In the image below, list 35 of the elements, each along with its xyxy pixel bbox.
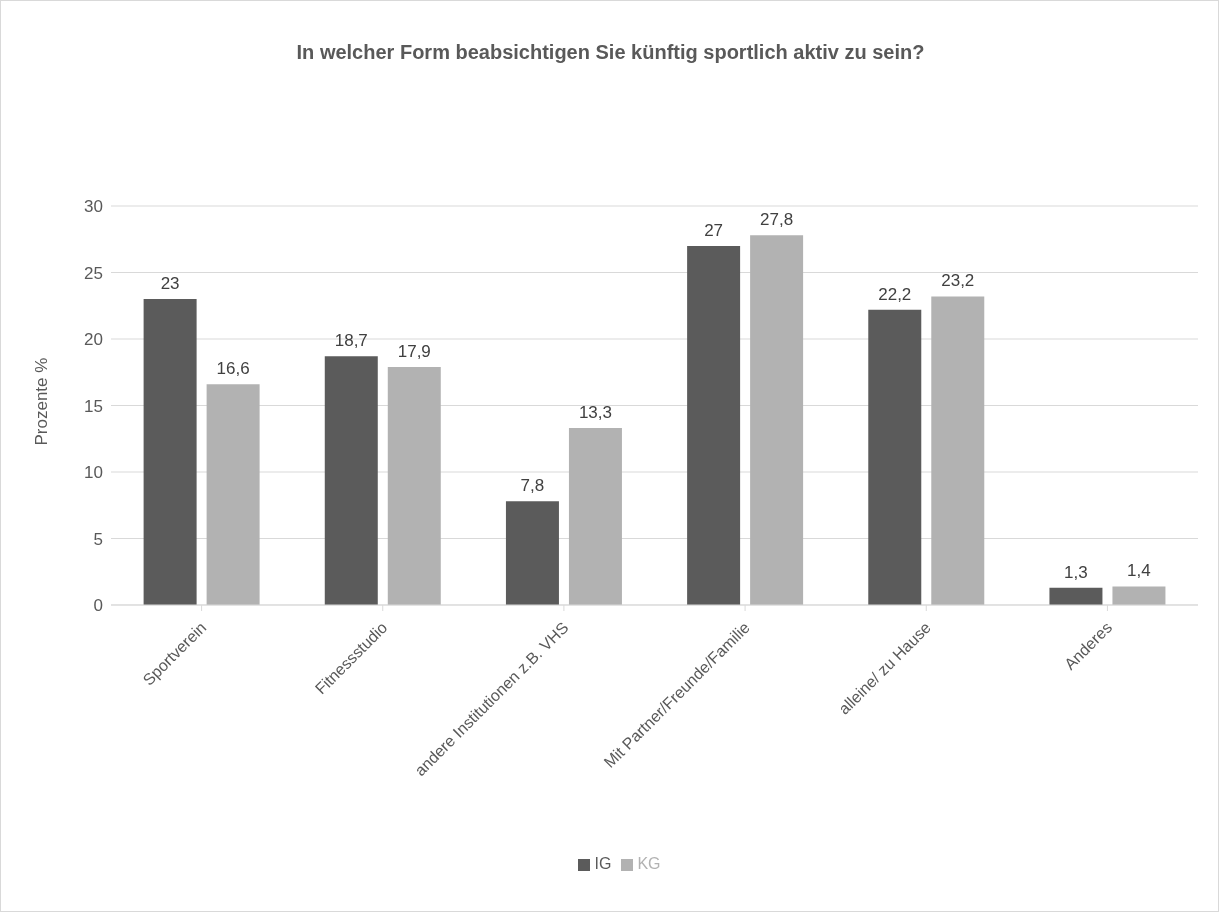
data-label: 1,4 xyxy=(1127,561,1151,581)
bar xyxy=(750,235,804,605)
y-tick-label: 30 xyxy=(84,197,103,217)
data-label: 23,2 xyxy=(941,271,975,291)
data-label: 17,9 xyxy=(397,341,431,361)
data-label: 13,3 xyxy=(578,403,612,423)
legend-label: KG xyxy=(637,855,661,872)
bar xyxy=(931,296,985,605)
legend-label: IG xyxy=(594,855,612,872)
bar xyxy=(868,309,922,605)
y-axis-title: Prozente % xyxy=(32,357,52,446)
data-label: 27,8 xyxy=(760,210,794,230)
bar xyxy=(324,356,378,605)
chart-title: In welcher Form beabsichtigen Sie künftig sportlich aktiv zu sein? xyxy=(295,41,926,64)
bar xyxy=(1112,586,1166,605)
y-tick-label: 25 xyxy=(84,263,103,283)
data-label: 1,3 xyxy=(1064,562,1088,582)
y-tick-label: 15 xyxy=(84,396,103,416)
bar xyxy=(206,384,260,605)
data-label: 7,8 xyxy=(520,476,545,496)
data-label: 18,7 xyxy=(334,331,368,351)
data-label: 23 xyxy=(160,274,180,294)
y-tick-label: 5 xyxy=(93,529,103,549)
bar xyxy=(568,428,622,605)
bar xyxy=(505,501,559,605)
bar xyxy=(143,299,197,605)
y-tick-label: 20 xyxy=(84,330,103,350)
bar xyxy=(387,366,441,605)
bar xyxy=(687,245,741,605)
y-tick-label: 0 xyxy=(93,596,103,616)
data-label: 27 xyxy=(704,220,724,240)
bar xyxy=(1049,587,1103,605)
data-label: 16,6 xyxy=(216,359,250,379)
y-tick-label: 10 xyxy=(84,463,103,483)
data-label: 22,2 xyxy=(878,284,912,304)
